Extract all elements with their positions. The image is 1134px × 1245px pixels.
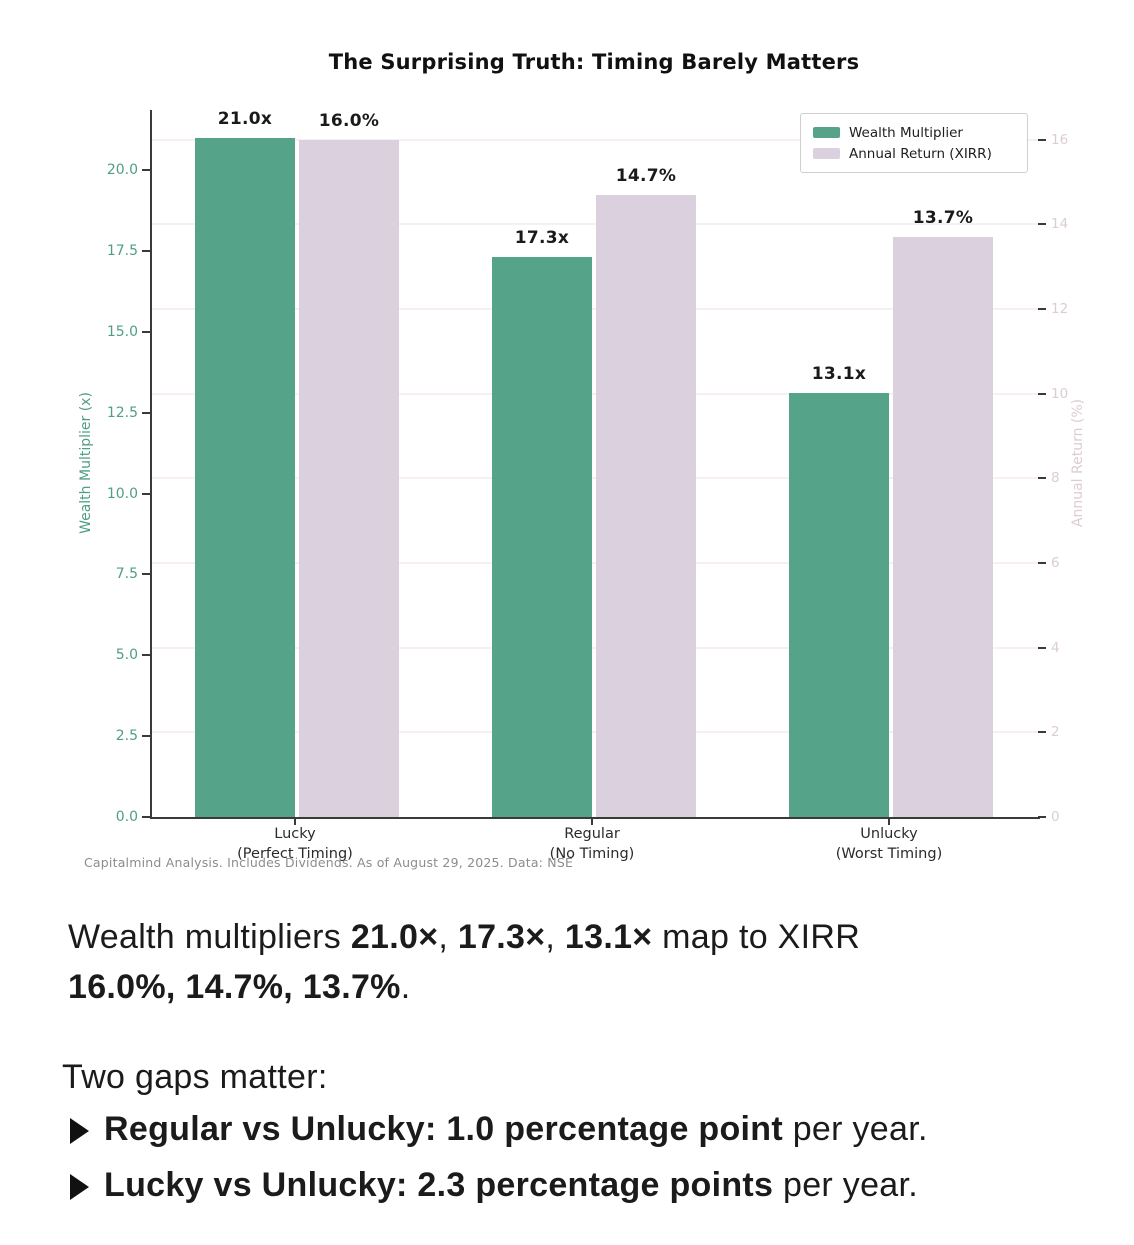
bullet-regular-vs-unlucky: Regular vs Unlucky: 1.0 percentage point… — [70, 1104, 928, 1154]
left-tick-label: 10.0 — [106, 485, 138, 502]
gaps-heading: Two gaps matter: — [62, 1058, 328, 1096]
chart-title: The Surprising Truth: Timing Barely Matt… — [328, 50, 860, 74]
right-tick-mark — [1038, 561, 1046, 564]
right-tick-label: 2 — [1051, 724, 1060, 741]
bullet-triangle-icon — [70, 1117, 89, 1144]
left-tick-mark — [142, 330, 150, 333]
wealth-multiplier-swatch-icon — [813, 127, 840, 138]
right-tick-mark — [1038, 392, 1046, 395]
right-axis-title: Annual Return (%) — [1070, 398, 1086, 528]
left-tick-mark — [142, 573, 150, 576]
bullet-lucky-vs-unlucky: Lucky vs Unlucky: 2.3 percentage points … — [70, 1160, 918, 1210]
bullet-text: Regular vs Unlucky: 1.0 percentage point… — [104, 1110, 928, 1148]
right-tick-label: 12 — [1051, 300, 1069, 317]
timing-bar-chart: The Surprising Truth: Timing Barely Matt… — [78, 50, 1086, 870]
right-tick-label: 16 — [1051, 131, 1069, 148]
bullet-triangle-icon — [70, 1173, 89, 1200]
left-tick-mark — [142, 816, 150, 818]
legend-label: Annual Return (XIRR) — [849, 145, 992, 162]
wealth-multiplier-bar — [195, 137, 295, 817]
bar-value-label: 14.7% — [615, 165, 677, 186]
left-tick-mark — [142, 169, 150, 172]
legend-row-annual-return: Annual Return (XIRR) — [813, 143, 1015, 164]
annual-return-swatch-icon — [813, 148, 840, 159]
wealth-multiplier-bar — [492, 257, 592, 817]
bar-value-label: 13.7% — [912, 208, 974, 229]
bar-value-label: 16.0% — [318, 110, 380, 131]
left-tick-mark — [142, 411, 150, 414]
category-label: Unlucky (Worst Timing) — [835, 826, 943, 862]
right-tick-label: 14 — [1051, 216, 1069, 233]
annual-return-bar — [299, 139, 399, 817]
legend-row-wealth-multiplier: Wealth Multiplier — [813, 122, 1015, 143]
x-tick-mark — [294, 819, 296, 825]
right-tick-label: 0 — [1051, 809, 1060, 825]
chart-caption: Capitalmind Analysis. Includes Dividends… — [84, 855, 574, 870]
left-tick-mark — [142, 735, 150, 738]
left-tick-label: 20.0 — [106, 162, 138, 179]
bar-value-label: 21.0x — [217, 108, 273, 129]
legend: Wealth Multiplier Annual Return (XIRR) — [800, 113, 1028, 173]
right-tick-mark — [1038, 731, 1046, 734]
bar-value-label: 17.3x — [514, 228, 570, 249]
summary-paragraph: Wealth multipliers 21.0×, 17.3×, 13.1× m… — [68, 918, 861, 1006]
right-tick-label: 10 — [1051, 385, 1069, 402]
right-tick-mark — [1038, 307, 1046, 310]
bar-value-label: 13.1x — [811, 364, 867, 385]
right-tick-mark — [1038, 138, 1046, 141]
right-tick-mark — [1038, 816, 1046, 818]
right-tick-label: 8 — [1051, 470, 1060, 487]
right-tick-label: 4 — [1051, 639, 1060, 656]
left-tick-label: 15.0 — [106, 323, 138, 340]
plot-area: 21.0x 17.3x 13.1x 16.0% 14.7% 13.7% — [150, 108, 1040, 819]
wealth-multiplier-bar — [789, 393, 889, 817]
annual-return-bar — [596, 194, 696, 817]
right-tick-mark — [1038, 646, 1046, 649]
right-tick-mark — [1038, 223, 1046, 226]
x-tick-mark — [888, 819, 890, 825]
left-tick-label: 5.0 — [115, 647, 138, 664]
left-tick-label: 12.5 — [106, 404, 138, 421]
left-tick-mark — [142, 250, 150, 252]
category-label: Lucky (Perfect Timing) — [237, 826, 353, 862]
legend-label: Wealth Multiplier — [849, 124, 963, 141]
right-tick-label: 6 — [1051, 554, 1060, 571]
gridline — [152, 138, 1040, 141]
left-tick-label: 7.5 — [115, 566, 138, 583]
category-label: Regular (No Timing) — [549, 826, 635, 862]
right-tick-mark — [1038, 477, 1046, 480]
left-tick-label: 17.5 — [106, 243, 138, 259]
left-tick-mark — [142, 654, 150, 657]
left-tick-label: 0.0 — [115, 809, 138, 825]
x-tick-mark — [591, 819, 593, 825]
left-tick-mark — [142, 492, 150, 495]
bullet-text: Lucky vs Unlucky: 2.3 percentage points … — [104, 1166, 919, 1204]
left-tick-label: 2.5 — [115, 728, 138, 745]
annual-return-bar — [893, 237, 993, 817]
